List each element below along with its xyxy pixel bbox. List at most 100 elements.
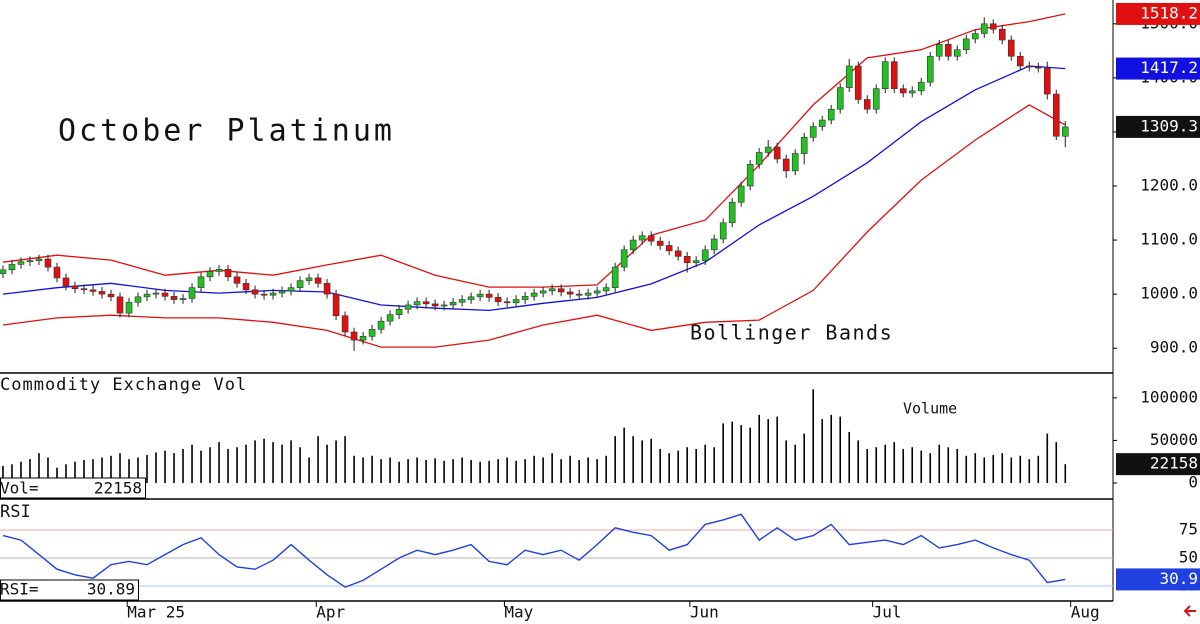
candle-body (287, 287, 295, 292)
candle-body (701, 249, 709, 261)
candle-body (692, 260, 700, 264)
candle-body (998, 28, 1006, 41)
candle-body (548, 288, 556, 292)
candle-body (773, 146, 781, 160)
rsi-line (2, 513, 1066, 588)
x-tick-label: May (504, 603, 533, 622)
candle-body (629, 239, 637, 251)
candle-body (872, 88, 880, 110)
candle-body (125, 301, 133, 314)
candle-body (530, 292, 538, 297)
candle-body (737, 185, 745, 203)
candle-body (791, 153, 799, 172)
candle-body (80, 288, 88, 291)
readout-box (0, 477, 146, 499)
candle-body (188, 287, 196, 299)
readout-box (0, 579, 139, 601)
candle-body (197, 276, 205, 288)
y-tick-label: 900.0 (1150, 338, 1198, 357)
candle-body (1007, 39, 1015, 57)
candle-body (845, 65, 853, 88)
candle-body (935, 44, 943, 57)
x-tick-label: Jun (690, 603, 719, 622)
x-tick-label: Aug (1071, 603, 1100, 622)
candle-body (368, 328, 376, 337)
y-tick-label: 75 (1179, 520, 1198, 539)
candle-body (404, 304, 412, 310)
candle-body (1025, 65, 1033, 68)
candle-body (836, 87, 844, 110)
candle-body (926, 55, 934, 83)
candle-body (332, 293, 340, 317)
last-value-label: 1518.2 (1140, 3, 1198, 22)
scroll-arrow[interactable] (1183, 605, 1196, 617)
candle-body (53, 266, 61, 279)
last-rsi-label-bg (1116, 568, 1200, 591)
candle-body (98, 291, 106, 295)
candle-body (980, 23, 988, 34)
candle-body (17, 261, 25, 265)
last-value-label-bg (1116, 115, 1200, 138)
candle-body (377, 320, 385, 330)
annotation: Bollinger Bands (690, 321, 893, 345)
candle-body (908, 90, 916, 94)
last-value-label: 1417.2 (1140, 58, 1198, 77)
candle-body (260, 293, 268, 296)
candle-body (251, 289, 259, 295)
candle-body (611, 266, 619, 288)
candle-body (467, 296, 475, 300)
candle-body (881, 61, 889, 89)
candle-body (989, 23, 997, 30)
panel-title: RSI (0, 502, 31, 522)
candle-body (782, 158, 790, 172)
candle-body (395, 308, 403, 315)
candle-body (683, 255, 691, 264)
candle-body (557, 288, 565, 293)
candle-body (296, 280, 304, 288)
candle-body (512, 299, 520, 304)
candle-body (449, 301, 457, 306)
bollinger-band (2, 65, 1066, 312)
candle-body (422, 301, 430, 305)
last-volume-label-bg (1116, 453, 1200, 476)
candle-body (62, 277, 70, 287)
candle-body (413, 301, 421, 306)
candle-body (602, 287, 610, 292)
candle-body (944, 44, 952, 57)
candle-body (242, 283, 250, 291)
candle-body (566, 291, 574, 295)
candle-body (215, 268, 223, 272)
last-value-label: 1309.3 (1140, 116, 1198, 135)
candle-body (1052, 93, 1060, 137)
candle-body (809, 126, 817, 138)
panel-title: Commodity Exchange Vol (0, 375, 247, 395)
candle-body (233, 276, 241, 284)
candle-body (1043, 67, 1051, 95)
candle-body (116, 296, 124, 314)
y-tick-label: 1200.0 (1140, 176, 1198, 195)
candle-body (143, 293, 151, 298)
candle-body (476, 293, 484, 298)
candle-body (278, 290, 286, 294)
candle-body (179, 298, 187, 300)
candle-body (890, 61, 898, 89)
candle-body (764, 146, 772, 153)
candle-body (800, 137, 808, 154)
candle-body (89, 289, 97, 292)
candle-body (341, 315, 349, 333)
last-value-label-bg (1116, 57, 1200, 80)
candle-body (440, 304, 448, 307)
bollinger-band (2, 104, 1066, 348)
last-volume-label: 22158 (1150, 454, 1198, 473)
candle-body (170, 296, 178, 300)
candle-body (431, 303, 439, 307)
candle-body (107, 293, 115, 298)
candle-body (152, 292, 160, 295)
candle-body (0, 269, 7, 274)
candle-body (458, 299, 466, 303)
candle-body (539, 290, 547, 294)
x-tick-label: Jul (873, 603, 902, 622)
candle-body (350, 331, 358, 341)
